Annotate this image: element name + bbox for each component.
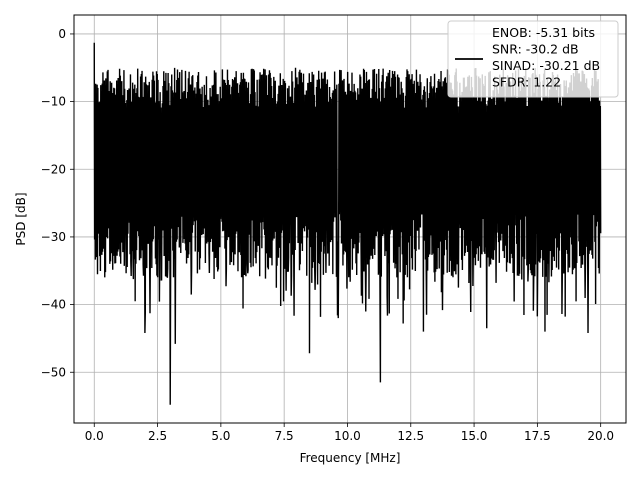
legend: ENOB: -5.31 bits SNR: -30.2 dB SINAD: -3… — [447, 20, 619, 98]
legend-enob-text: ENOB: -5.31 bits — [492, 25, 595, 40]
y-tick-label: −40 — [41, 298, 66, 312]
x-axis-label: Frequency [MHz] — [300, 451, 401, 465]
x-tick-label: 7.5 — [275, 429, 294, 443]
x-tick-label: 17.5 — [524, 429, 551, 443]
x-tick-label: 10.0 — [334, 429, 361, 443]
x-tick-label: 5.0 — [211, 429, 230, 443]
x-tick-label: 2.5 — [148, 429, 167, 443]
y-tick-label: −30 — [41, 230, 66, 244]
axes: 0.0 2.5 5.0 7.5 10.0 12.5 15.0 17.5 20.0 0 −10 −20 −… — [41, 14, 627, 443]
psd-series-line — [93, 42, 602, 405]
x-tick-label: 20.0 — [587, 429, 614, 443]
x-tick-label: 15.0 — [461, 429, 488, 443]
legend-sfdr-text: SFDR: 1.22 — [492, 75, 561, 90]
axes-frame — [73, 14, 627, 424]
legend-box — [447, 20, 619, 98]
x-tick-label: 0.0 — [85, 429, 104, 443]
y-tick-label: −20 — [41, 162, 66, 176]
y-axis-label: PSD [dB] — [14, 192, 28, 245]
y-tick-label: 0 — [58, 27, 66, 41]
x-tick-label: 12.5 — [397, 429, 424, 443]
y-tick-label: −10 — [41, 95, 66, 109]
y-tick-label: −50 — [41, 365, 66, 379]
legend-snr-text: SNR: -30.2 dB — [492, 42, 579, 57]
legend-sinad-text: SINAD: -30.21 dB — [492, 58, 600, 73]
